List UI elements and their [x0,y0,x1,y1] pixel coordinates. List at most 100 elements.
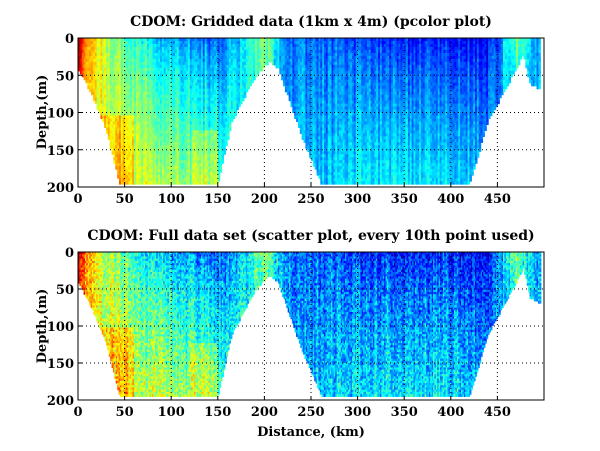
gridded-chart-cell [161,154,165,158]
gridded-chart-cell [124,106,128,111]
gridded-chart-cell [133,61,137,66]
gridded-chart-cell [208,97,211,102]
gridded-chart-cell [132,148,135,152]
gridded-chart-cell [169,76,172,81]
gridded-chart-cell [324,118,327,123]
gridded-chart-cell [320,118,323,123]
gridded-chart-cell [139,73,142,78]
gridded-chart-cell [202,112,206,117]
gridded-chart-cell [187,97,191,102]
gridded-chart-cell [303,139,307,143]
gridded-chart-cell [208,85,211,90]
gridded-chart-cell [182,67,185,72]
gridded-chart-cell [182,112,185,117]
gridded-chart-cell [201,91,204,96]
gridded-chart-cell [171,175,174,179]
gridded-chart-cell [167,76,170,81]
gridded-chart-cell [199,97,202,102]
gridded-chart-cell [212,163,215,167]
gridded-chart-cell [128,40,131,45]
gridded-chart-cell [247,64,251,69]
gridded-chart-cell [83,64,87,69]
gridded-chart-cell [292,109,295,114]
gridded-chart-cell [148,38,152,42]
gridded-chart-cell [165,82,169,87]
gridded-chart-cell [158,82,161,87]
gridded-chart-cell [120,103,124,108]
gridded-chart-cell [78,52,81,57]
gridded-chart-cell [171,70,174,75]
gridded-chart-cell [316,91,320,96]
gridded-chart-cell [204,88,208,93]
gridded-chart-cell [223,82,226,87]
gridded-chart-cell [286,76,290,81]
gridded-chart-cell [150,40,154,45]
gridded-chart-cell [240,61,243,66]
gridded-chart-cell [201,40,204,45]
gridded-chart-cell [137,106,141,111]
gridded-chart-cell [227,61,230,66]
gridded-chart-cell [217,64,221,69]
gridded-chart-cell [104,61,107,66]
gridded-chart-cell [314,106,318,111]
gridded-chart-cell [167,127,170,131]
gridded-chart-cell [174,148,178,152]
gridded-chart-cell [150,82,154,87]
gridded-chart-cell [262,38,265,42]
gridded-chart-cell [206,55,210,60]
gridded-chart-cell [165,115,169,120]
gridded-chart-cell [219,121,223,126]
gridded-chart-cell [253,55,256,60]
gridded-chart-cell [195,118,198,123]
gridded-chart-cell [228,49,232,54]
gridded-chart-cell [297,43,301,48]
gridded-chart-cell [202,151,206,155]
gridded-chart-cell [150,181,154,185]
gridded-chart-cell [236,97,239,102]
gridded-chart-cell [120,127,124,131]
gridded-chart-cell [199,142,202,146]
gridded-chart-cell [204,52,208,57]
gridded-chart-cell [161,103,165,108]
gridded-chart-cell [150,133,154,137]
gridded-chart-cell [325,127,329,131]
gridded-chart-cell [307,139,310,143]
gridded-chart-cell [204,136,208,140]
gridded-chart-cell [154,94,157,99]
gridded-chart-cell [335,142,338,146]
gridded-chart-cell [215,151,219,155]
gridded-chart-cell [187,88,191,93]
gridded-chart-cell [281,55,284,60]
gridded-chart-cell [167,64,170,69]
gridded-chart-cell [316,142,320,146]
gridded-chart-cell [318,109,321,114]
gridded-chart-cell [197,151,200,155]
gridded-chart-cell [201,178,204,182]
gridded-chart-cell [152,109,156,114]
gridded-chart-cell [320,166,323,170]
gridded-chart-cell [314,160,318,164]
gridded-chart-cell [236,79,239,84]
gridded-chart-cell [156,61,159,66]
gridded-chart-cell [184,61,187,66]
gridded-chart-cell [251,70,254,75]
gridded-chart-cell [130,73,133,78]
gridded-chart-cell [130,142,133,146]
gridded-chart-cell [333,157,336,161]
gridded-chart-cell [119,70,122,75]
gridded-chart-cell [316,76,320,81]
gridded-chart-cell [119,139,122,143]
gridded-chart-cell [189,49,193,54]
gridded-chart-cell [105,91,109,96]
gridded-chart-cell [238,100,241,105]
gridded-chart-cell [94,38,98,42]
gridded-chart-cell [156,82,159,87]
gridded-chart-cell [182,178,185,182]
gridded-chart-cell [132,52,135,57]
gridded-chart-cell [214,115,217,120]
gridded-chart-cell [279,64,282,69]
gridded-chart-cell [240,64,243,69]
gridded-chart-cell [324,43,327,48]
gridded-chart-cell [122,40,126,45]
gridded-chart-cell [139,178,142,182]
